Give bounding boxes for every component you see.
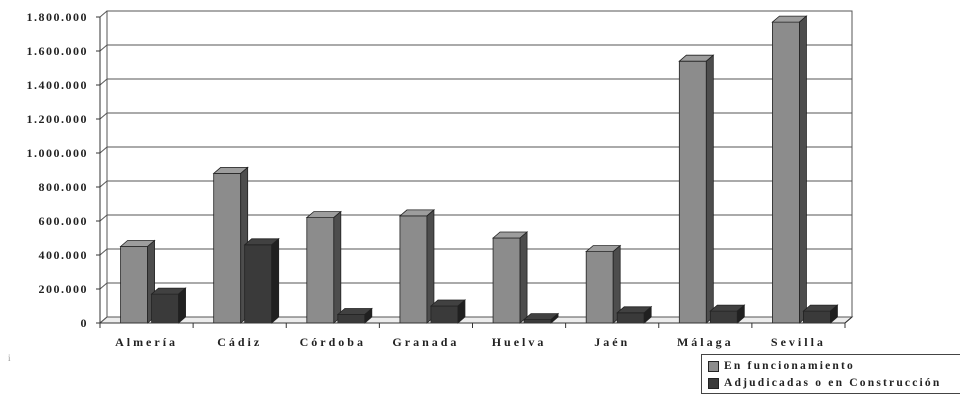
legend-label-adjudicadas: Adjudicadas o en Construcción bbox=[724, 377, 942, 389]
x-category-label-huelva: Huelva bbox=[492, 335, 547, 349]
bar-front bbox=[492, 237, 521, 324]
y-tick-label: 1.200.000 bbox=[27, 112, 89, 126]
bar-en-funcionamiento-cordoba bbox=[305, 210, 342, 324]
bar-side bbox=[830, 304, 838, 324]
bar-front bbox=[523, 319, 552, 324]
y-tick-label: 800.000 bbox=[39, 180, 89, 194]
y-tick-label: 1.000.000 bbox=[27, 146, 89, 160]
x-axis-depth-end bbox=[844, 316, 853, 324]
y-axis bbox=[96, 10, 108, 324]
bar-front bbox=[709, 310, 738, 324]
bar-adjudicadas-o-en-construccion-sevilla bbox=[802, 304, 839, 324]
y-depth-line bbox=[99, 44, 108, 52]
plot-back-wall bbox=[98, 10, 854, 324]
bar-side bbox=[178, 287, 186, 324]
bar-front bbox=[585, 251, 614, 324]
y-tick-label: 1.400.000 bbox=[27, 78, 89, 92]
bar-side bbox=[333, 210, 342, 324]
x-category-label-granada: Granada bbox=[392, 335, 459, 349]
bar-front bbox=[244, 244, 273, 324]
y-tick-label: 400.000 bbox=[39, 248, 89, 262]
category-labels: Almería Cádiz Córdoba Granada Huelva Jaén Mála… bbox=[115, 335, 826, 349]
bar-adjudicadas-o-en-construccion-granada bbox=[429, 299, 467, 324]
bar-side bbox=[519, 231, 528, 324]
x-axis bbox=[99, 316, 853, 328]
y-depth-line bbox=[99, 282, 108, 290]
legend-swatch-en-funcionamiento bbox=[708, 360, 719, 372]
bar-adjudicadas-o-en-construccion-jaen bbox=[616, 305, 653, 324]
bar-front bbox=[213, 172, 242, 324]
bar-en-funcionamiento-jaen bbox=[585, 244, 622, 324]
bars bbox=[119, 15, 839, 324]
chart-legend: En funcionamiento Adjudicadas o en Const… bbox=[701, 354, 960, 394]
x-category-label-sevilla: Sevilla bbox=[771, 335, 826, 349]
legend-item-adjudicadas: Adjudicadas o en Construcción bbox=[708, 376, 941, 390]
bar-side bbox=[457, 299, 466, 324]
y-tick-label: 200.000 bbox=[39, 282, 89, 296]
bar-adjudicadas-o-en-construccion-almeria bbox=[150, 287, 187, 324]
y-tick-label: 1.800.000 bbox=[27, 10, 89, 24]
y-tick-label: 0 bbox=[81, 316, 89, 330]
bar-front bbox=[337, 314, 366, 324]
y-tick-label: 600.000 bbox=[39, 214, 89, 228]
bar-front bbox=[151, 293, 179, 324]
legend-swatch-adjudicadas bbox=[708, 377, 719, 389]
bar-en-funcionamiento-huelva bbox=[491, 231, 529, 324]
y-tick-labels: 0 200.000 400.000 600.000 800.000 1.000.000 1.… bbox=[27, 10, 89, 330]
x-category-label-malaga: Málaga bbox=[677, 335, 734, 349]
bar-front bbox=[678, 60, 707, 324]
bar-en-funcionamiento-granada bbox=[398, 209, 436, 324]
bar-front bbox=[616, 312, 645, 324]
y-depth-line bbox=[99, 214, 108, 222]
bar-front bbox=[306, 217, 335, 324]
legend-label-en-funcionamiento: En funcionamiento bbox=[724, 360, 856, 372]
bar-side bbox=[364, 307, 373, 324]
bar-adjudicadas-o-en-construccion-malaga bbox=[709, 304, 746, 324]
y-depth-line bbox=[99, 10, 108, 18]
bar-front bbox=[120, 246, 148, 324]
bar-en-funcionamiento-almeria bbox=[119, 239, 156, 324]
bar-front bbox=[399, 215, 428, 324]
x-category-label-cadiz: Cádiz bbox=[217, 335, 262, 349]
x-category-label-cordoba: Córdoba bbox=[300, 335, 366, 349]
bar-en-funcionamiento-cadiz bbox=[212, 166, 249, 324]
y-depth-line bbox=[99, 112, 108, 120]
bar-side bbox=[643, 305, 652, 324]
x-category-label-almeria: Almería bbox=[115, 335, 178, 349]
bar-en-funcionamiento-malaga bbox=[678, 54, 715, 324]
bar-front bbox=[772, 21, 800, 324]
y-depth-line bbox=[99, 180, 108, 188]
bar-side bbox=[271, 237, 280, 324]
legend-item-en-funcionamiento: En funcionamiento bbox=[708, 359, 855, 373]
y-depth-line bbox=[99, 78, 108, 86]
bar-adjudicadas-o-en-construccion-huelva bbox=[522, 312, 560, 324]
x-category-label-jaen: Jaén bbox=[594, 335, 630, 349]
bar-side bbox=[736, 304, 745, 324]
bar-side bbox=[705, 54, 714, 324]
bar-side bbox=[799, 15, 807, 324]
y-depth-line bbox=[99, 248, 108, 256]
bar-adjudicadas-o-en-construccion-cadiz bbox=[243, 237, 280, 324]
stray-mark: i bbox=[8, 353, 11, 363]
y-depth-line bbox=[99, 316, 108, 324]
y-depth-line bbox=[99, 146, 108, 154]
bar-en-funcionamiento-sevilla bbox=[771, 15, 808, 324]
y-tick-label: 1.600.000 bbox=[27, 44, 89, 58]
bar-adjudicadas-o-en-construccion-cordoba bbox=[336, 307, 373, 324]
bar-front bbox=[803, 310, 831, 324]
bar-side bbox=[550, 312, 559, 324]
bar-front bbox=[430, 305, 459, 324]
